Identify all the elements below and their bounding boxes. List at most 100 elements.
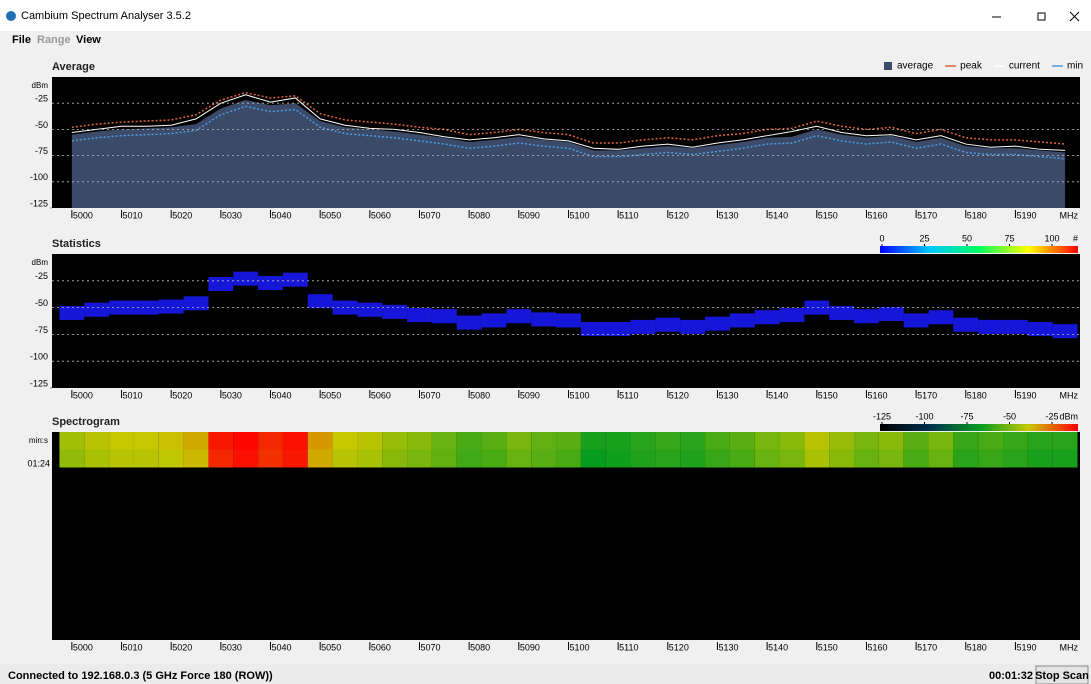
app-icon [6, 11, 16, 21]
colorbar-tick-label: 0 [879, 233, 884, 243]
x-tick-label: 5150 [818, 642, 838, 652]
density-point [382, 305, 407, 319]
density-point [233, 272, 258, 286]
spectrogram-cell [680, 432, 705, 450]
spectrogram-cell [531, 450, 556, 468]
x-tick-label: 5000 [73, 210, 93, 220]
density-point [655, 318, 680, 332]
density-point [59, 306, 84, 320]
spectrogram-cell [407, 450, 432, 468]
x-tick-label: 5170 [917, 210, 937, 220]
density-point [1053, 324, 1078, 338]
x-tick-label: 5140 [768, 642, 788, 652]
y-tick-label: -125 [30, 198, 48, 208]
x-tick-label: 5160 [867, 210, 887, 220]
spectrogram-cell [804, 432, 829, 450]
density-point [929, 310, 954, 324]
spectrogram-cell [407, 432, 432, 450]
density-point [283, 273, 308, 287]
x-tick-label: 5120 [669, 642, 689, 652]
x-tick-label: 5080 [470, 642, 490, 652]
legend-label: min [1067, 61, 1083, 72]
x-tick-label: 5160 [867, 642, 887, 652]
colorbar-tick-label: -125 [873, 411, 891, 421]
spectrogram-cell [506, 432, 531, 450]
density-point [606, 322, 631, 336]
colorbar-label: dBm [1059, 411, 1078, 421]
density-point [680, 320, 705, 334]
x-tick-label: 5190 [1016, 642, 1036, 652]
spectrogram-cell [631, 450, 656, 468]
menu-range[interactable]: Range [37, 34, 71, 46]
x-tick-label: 5020 [172, 210, 192, 220]
connection-status: Connected to 192.168.0.3 (5 GHz Force 18… [8, 670, 273, 682]
spectrogram-cell [1003, 432, 1028, 450]
x-axis-label: MHz [1060, 390, 1079, 400]
density-point [755, 310, 780, 324]
x-tick-label: 5040 [272, 642, 292, 652]
x-tick-label: 5150 [818, 210, 838, 220]
panel-title: Spectrogram [52, 416, 120, 428]
spectrogram-cell [780, 450, 805, 468]
x-tick-label: 5100 [569, 390, 589, 400]
density-point [159, 300, 184, 314]
density-point [184, 296, 209, 310]
x-tick-label: 5090 [520, 642, 540, 652]
x-tick-label: 5130 [718, 642, 738, 652]
menu-view[interactable]: View [76, 34, 101, 46]
x-tick-label: 5050 [321, 642, 341, 652]
colorbar-tick-label: -100 [915, 411, 933, 421]
y-tick-label: -75 [35, 146, 48, 156]
spectrogram-cell [829, 450, 854, 468]
y-tick-label: -25 [35, 94, 48, 104]
x-tick-label: 5110 [619, 390, 638, 400]
density-point [482, 313, 507, 327]
row-time-label: 01:24 [27, 458, 50, 468]
spectrogram-cell [904, 432, 929, 450]
x-tick-label: 5060 [371, 642, 391, 652]
x-tick-label: 5050 [321, 390, 341, 400]
spectrogram-cell [208, 450, 233, 468]
x-tick-label: 5030 [222, 390, 242, 400]
spectrogram-cell [581, 450, 606, 468]
x-tick-label: 5100 [569, 642, 589, 652]
spectrogram-cell [556, 450, 581, 468]
spectrogram-cell [184, 450, 209, 468]
colorbar-label: # [1073, 233, 1078, 243]
x-tick-label: 5080 [470, 390, 490, 400]
menu-file[interactable]: File [12, 34, 31, 46]
density-point [581, 322, 606, 336]
y-tick-label: -100 [30, 352, 48, 362]
spectrogram-cell [382, 450, 407, 468]
spectrogram-cell [208, 432, 233, 450]
x-tick-label: 5100 [569, 210, 589, 220]
density-point [208, 277, 233, 291]
x-tick-label: 5160 [867, 390, 887, 400]
app-window: Cambium Spectrum Analyser 3.5.2 File Ran… [0, 0, 1091, 684]
colorbar [880, 424, 1078, 431]
x-tick-label: 5170 [917, 390, 937, 400]
spectrogram-cell [953, 450, 978, 468]
spectrogram-cell [1028, 432, 1053, 450]
spectrogram-cell [1053, 432, 1078, 450]
legend-label: peak [960, 61, 983, 72]
spectrogram-cell [804, 450, 829, 468]
window-title: Cambium Spectrum Analyser 3.5.2 [21, 10, 191, 22]
spectrogram-cell [705, 432, 730, 450]
spectrogram-cell [929, 450, 954, 468]
x-tick-label: 5090 [520, 390, 540, 400]
spectrogram-cell [730, 450, 755, 468]
x-tick-label: 5060 [371, 390, 391, 400]
stop-scan-label[interactable]: Stop Scan [1035, 670, 1089, 682]
spectrogram-cell [606, 432, 631, 450]
x-axis-label: MHz [1060, 210, 1079, 220]
x-tick-label: 5140 [768, 390, 788, 400]
spectrogram-cell [655, 432, 680, 450]
spectrogram-cell [382, 432, 407, 450]
spectrogram-cell [904, 450, 929, 468]
spectrogram-cell [159, 450, 184, 468]
spectrogram-cell [953, 432, 978, 450]
x-tick-label: 5040 [272, 210, 292, 220]
spectrogram-cell [854, 450, 879, 468]
density-point [829, 306, 854, 320]
